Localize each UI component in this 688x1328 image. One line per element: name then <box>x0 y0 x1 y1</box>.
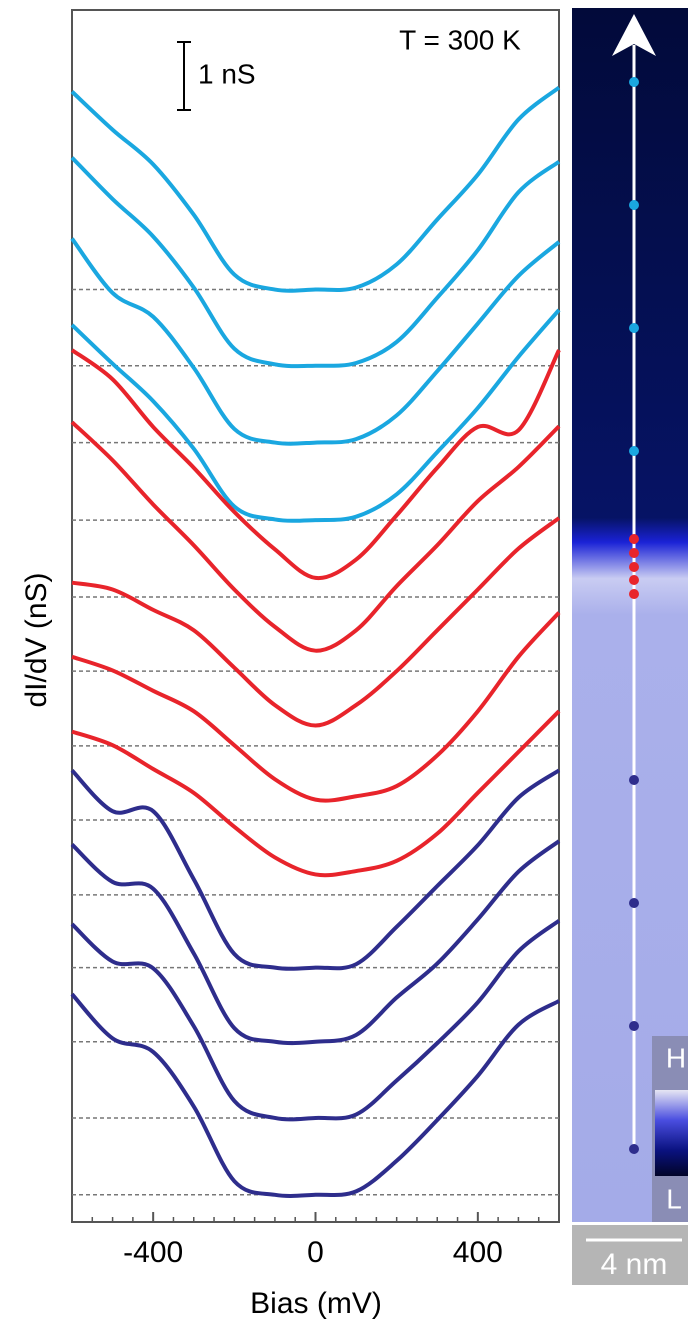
chart: T = 300 K Bias (mV) dI/dV (nS) 1 nS -400… <box>20 9 561 1320</box>
spectrum <box>70 768 561 971</box>
topograph <box>572 8 688 1222</box>
scale-bar-label: 1 nS <box>198 58 256 89</box>
spectrum <box>70 308 561 523</box>
dot <box>629 575 639 585</box>
x-tick-label: -400 <box>123 1236 183 1269</box>
spectrum <box>71 611 561 803</box>
spectrum <box>70 839 561 1046</box>
spectrum <box>71 516 561 728</box>
dot <box>629 548 639 558</box>
spectrum <box>70 237 561 446</box>
chart-title: T = 300 K <box>399 24 521 55</box>
y-axis-label: dI/dV (nS) <box>20 572 53 707</box>
spectrum <box>70 919 561 1122</box>
x-tick-label: 0 <box>307 1236 324 1269</box>
dot <box>629 200 639 210</box>
dot <box>629 562 639 572</box>
dot <box>629 534 639 544</box>
scale-bar <box>177 41 191 112</box>
image-scalebar-label: 4 nm <box>601 1248 668 1281</box>
spectrum <box>70 348 561 581</box>
dot <box>629 446 639 456</box>
dot <box>629 77 639 87</box>
spectrum <box>70 992 561 1198</box>
colorbar-high: H <box>666 1042 686 1073</box>
scalebar-box <box>572 1225 688 1285</box>
dot <box>629 589 639 599</box>
spectrum-locations <box>629 77 639 1154</box>
spectrum <box>70 85 561 293</box>
dot <box>629 1144 639 1154</box>
dot <box>629 898 639 908</box>
dot <box>629 323 639 333</box>
stm-image: H L 4 nm <box>572 8 688 1285</box>
colorbar-low: L <box>666 1183 682 1214</box>
spectrum <box>70 420 561 653</box>
dot <box>629 775 639 785</box>
spectrum <box>70 156 561 369</box>
dot <box>629 1021 639 1031</box>
spectrum <box>71 709 561 878</box>
x-tick-label: 400 <box>453 1236 503 1269</box>
arrow-head <box>612 14 656 56</box>
colorbar <box>655 1090 688 1176</box>
x-axis-label: Bias (mV) <box>250 1287 382 1320</box>
